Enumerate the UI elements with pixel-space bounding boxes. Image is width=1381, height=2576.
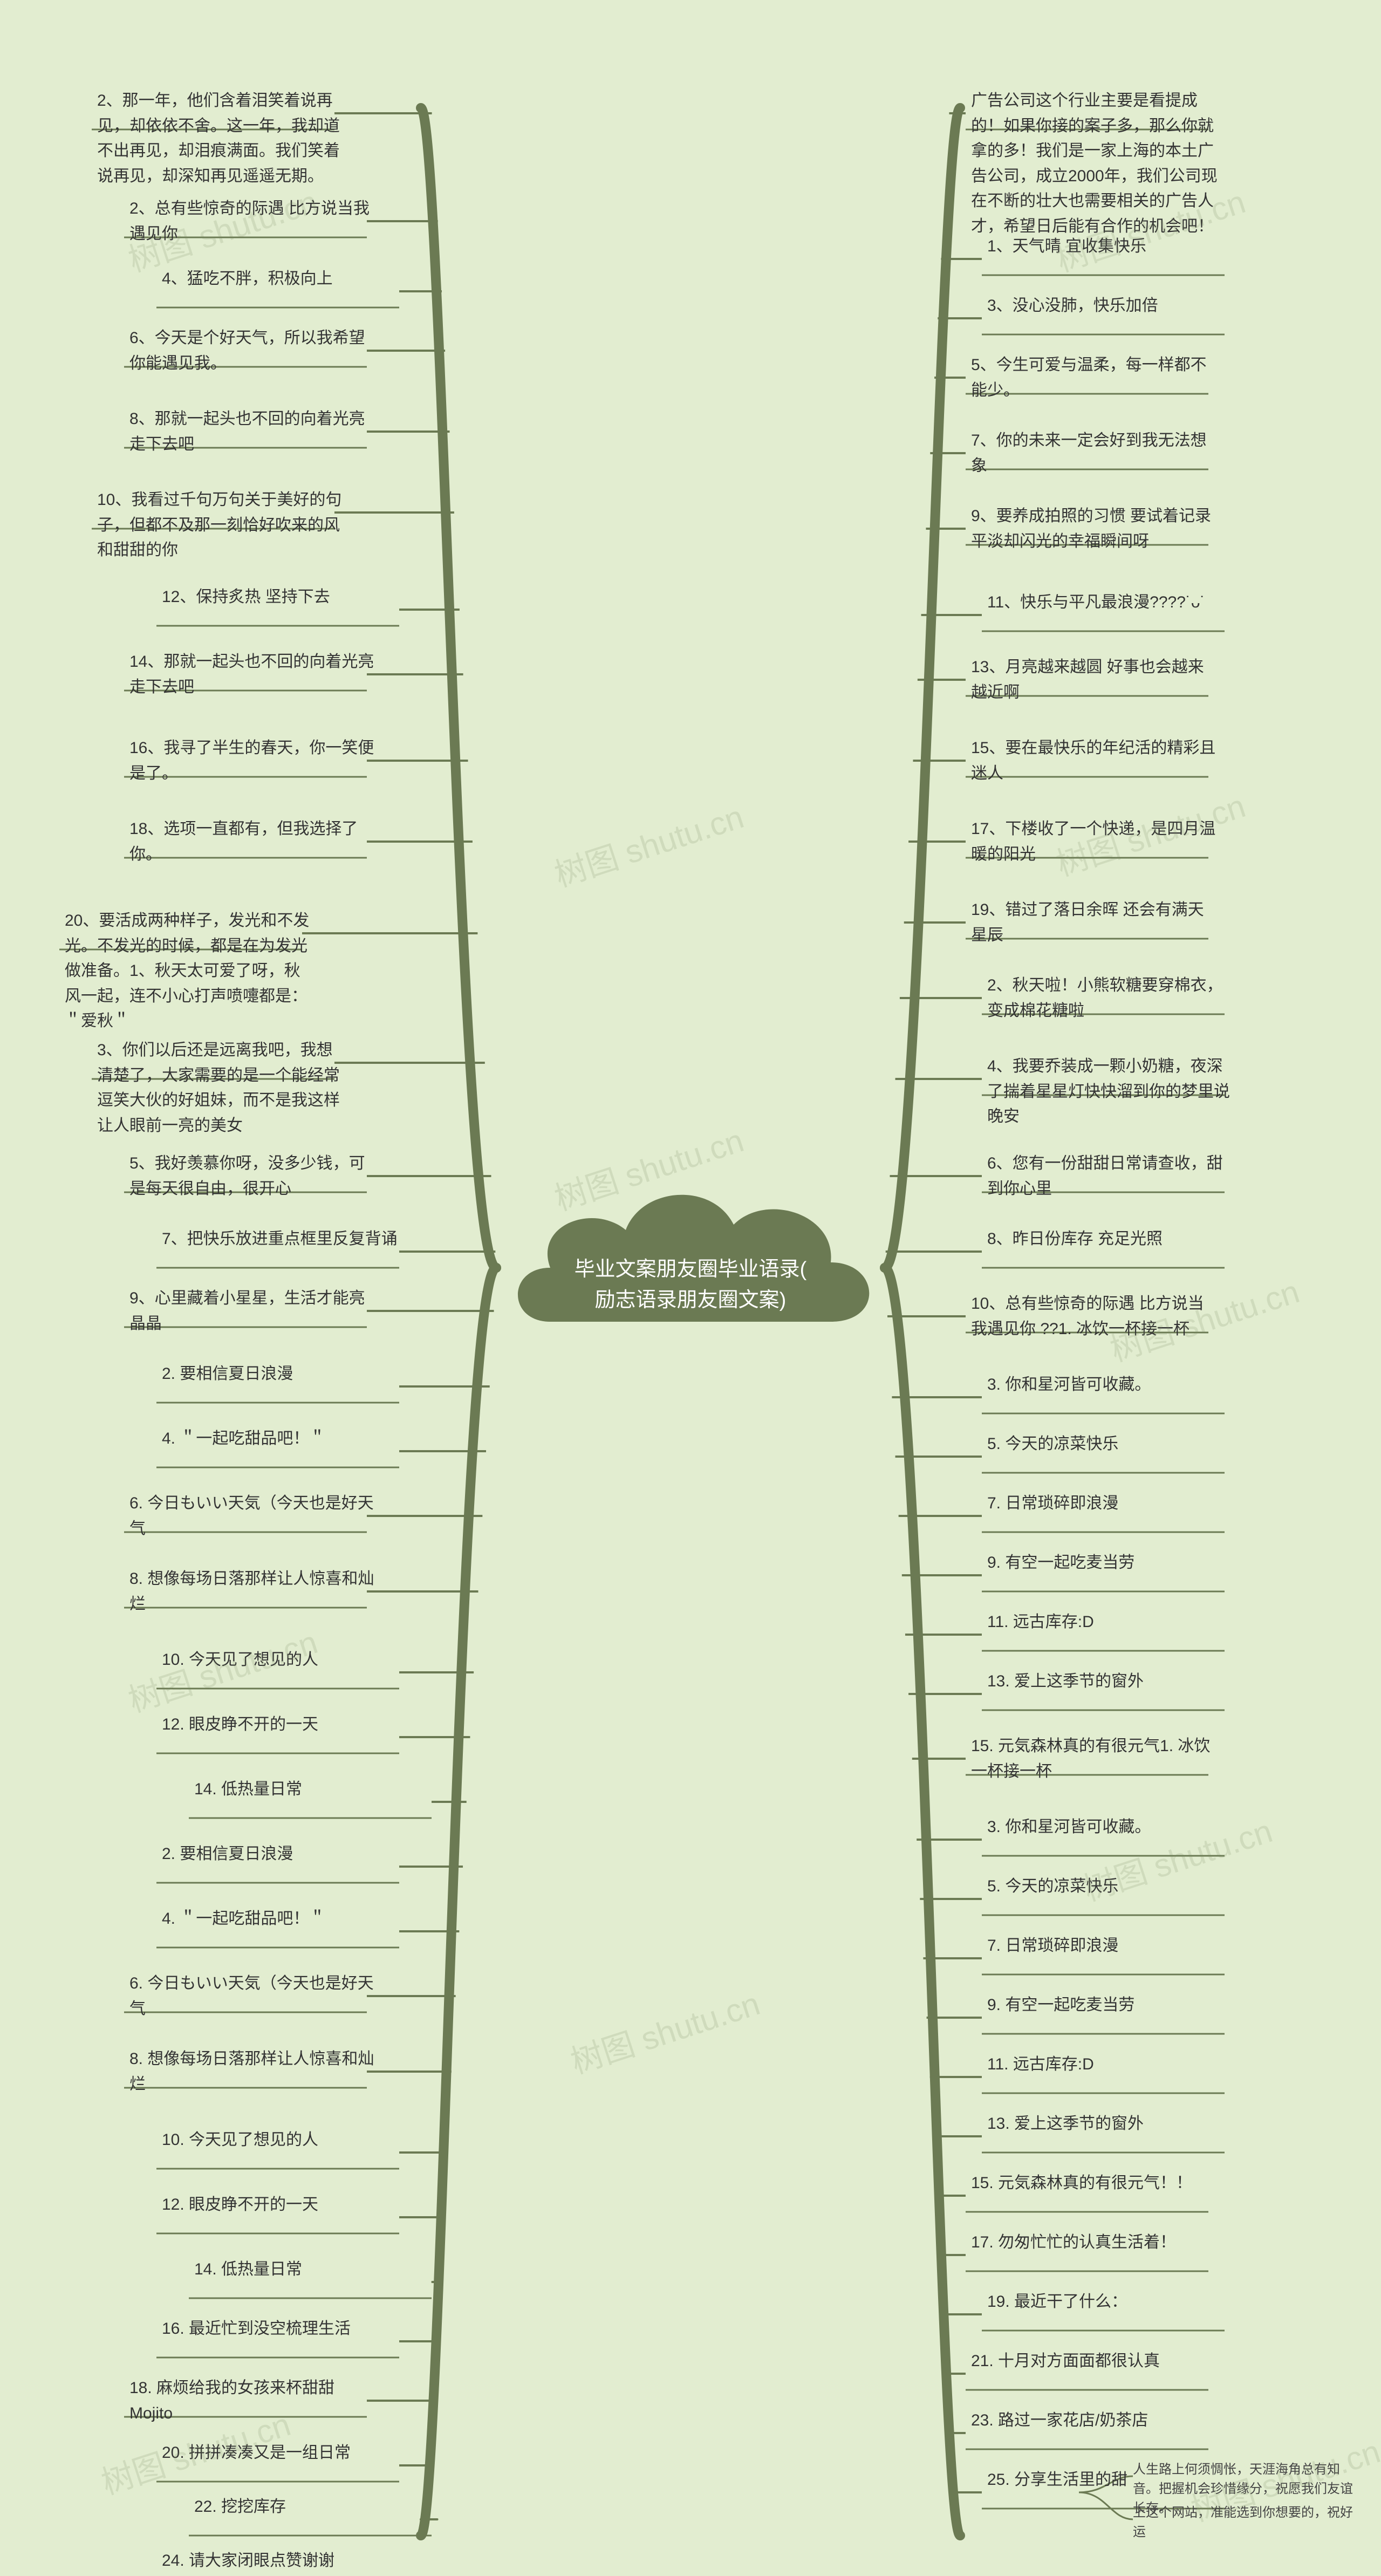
right-node: 9、要养成拍照的习惯 要试着记录平淡却闪光的幸福瞬间呀: [971, 502, 1219, 556]
right-node: 6、您有一份甜甜日常请查收，甜到你心里: [987, 1149, 1235, 1204]
left-node: 9、心里藏着小星星，生活才能亮晶晶: [129, 1284, 378, 1338]
left-node: 16. 最近忙到没空梳理生活: [162, 2314, 351, 2344]
right-node: 21. 十月对方面面都很认真: [971, 2347, 1160, 2376]
right-node: 3、没心没肺，快乐加倍: [987, 291, 1158, 321]
right-node: 11、快乐与平凡最浪漫????˙ᴗ˙: [987, 588, 1206, 618]
right-sub-node: 上这个网站，准能选到你想要的，祝好运: [1133, 2503, 1359, 2542]
right-node: 25. 分享生活里的甜: [987, 2465, 1127, 2495]
left-node: 4. ＂一起吃甜品吧！＂: [162, 1424, 325, 1454]
left-node: 2、那一年，他们含着泪笑着说再见，却依依不舍。这一年，我却道不出再见，却泪痕满面…: [97, 86, 345, 191]
left-node: 4、猛吃不胖，积极向上: [162, 264, 333, 294]
left-node: 12. 眼皮睁不开的一天: [162, 1710, 318, 1740]
right-node: 13. 爱上这季节的窗外: [987, 1667, 1144, 1697]
left-node: 20. 拼拼凑凑又是一组日常: [162, 2438, 351, 2468]
left-node: 12. 眼皮睁不开的一天: [162, 2190, 318, 2220]
center-title-line1: 毕业文案朋友圈毕业语录(: [575, 1258, 807, 1281]
left-node: 10. 今天见了想见的人: [162, 1645, 318, 1675]
left-node: 18. 麻烦给我的女孩来杯甜甜Mojito: [129, 2374, 378, 2428]
left-node: 14. 低热量日常: [194, 1775, 302, 1805]
left-node: 18、选项一直都有，但我选择了你。: [129, 815, 378, 869]
right-node: 7. 日常琐碎即浪漫: [987, 1931, 1118, 1961]
left-node: 14、那就一起头也不回的向着光亮走下去吧: [129, 647, 378, 702]
left-node: 5、我好羡慕你呀，没多少钱，可是每天很自由，很开心: [129, 1149, 378, 1204]
right-node: 17、下楼收了一个快递，是四月温暖的阳光: [971, 815, 1219, 869]
left-node: 20、要活成两种样子，发光和不发光。不发光的时候，都是在为发光做准备。1、秋天太…: [65, 906, 313, 1036]
left-node: 14. 低热量日常: [194, 2255, 302, 2285]
left-node: 3、你们以后还是远离我吧，我想清楚了，大家需要的是一个能经常逗笑大伙的好姐妹，而…: [97, 1036, 345, 1140]
right-node: 3. 你和星河皆可收藏。: [987, 1813, 1151, 1842]
right-node: 15. 元気森林真的有很元气！！: [971, 2169, 1192, 2198]
right-node: 4、我要乔装成一颗小奶糖，夜深了揣着星星灯快快溜到你的梦里说晚安: [987, 1052, 1235, 1132]
right-node: 9. 有空一起吃麦当劳: [987, 1991, 1134, 2020]
left-node: 4. ＂一起吃甜品吧！＂: [162, 1904, 325, 1934]
right-node: 11. 远古库存:D: [987, 2050, 1094, 2080]
left-node: 24. 请大家闭眼点赞谢谢: [162, 2546, 334, 2576]
left-node: 2. 要相信夏日浪漫: [162, 1840, 293, 1869]
left-node: 16、我寻了半生的春天，你一笑便是了。: [129, 734, 378, 788]
right-node: 1、天气晴 宜收集快乐: [987, 232, 1146, 262]
left-node: 2. 要相信夏日浪漫: [162, 1359, 293, 1389]
watermark: 树图 shutu.cn: [548, 791, 749, 896]
left-node: 2、总有些惊奇的际遇 比方说当我遇见你: [129, 194, 378, 249]
right-node: 7. 日常琐碎即浪漫: [987, 1489, 1118, 1519]
right-node: 7、你的未来一定会好到我无法想象: [971, 426, 1219, 481]
left-node: 6. 今日もいい天気（今天也是好天气: [129, 1969, 378, 2024]
left-node: 22. 挖挖库存: [194, 2492, 286, 2522]
center-node: 毕业文案朋友圈毕业语录( 励志语录朋友圈文案): [486, 1160, 895, 1376]
left-node: 8. 想像每场日落那样让人惊喜和灿烂: [129, 2045, 378, 2099]
right-node: 19. 最近干了什么：: [987, 2287, 1127, 2317]
right-node: 广告公司这个行业主要是看提成的！如果你接的案子多，那么你就拿的多！我们是一家上海…: [971, 86, 1219, 241]
center-title: 毕业文案朋友圈毕业语录( 励志语录朋友圈文案): [550, 1254, 831, 1316]
right-node: 10、总有些惊奇的际遇 比方说当我遇见你 ??1. 冰饮一杯接一杯: [971, 1289, 1219, 1344]
left-node: 6、今天是个好天气，所以我希望你能遇见我。: [129, 324, 378, 378]
right-node: 13. 爱上这季节的窗外: [987, 2109, 1144, 2139]
right-node: 5. 今天的凉菜快乐: [987, 1872, 1118, 1902]
right-node: 2、秋天啦！小熊软糖要穿棉衣，变成棉花糖啦: [987, 971, 1235, 1026]
left-node: 10、我看过千句万句关于美好的句子，但都不及那一刻恰好吹来的风和甜甜的你: [97, 486, 345, 565]
left-node: 8. 想像每场日落那样让人惊喜和灿烂: [129, 1564, 378, 1619]
center-title-line2: 励志语录朋友圈文案): [595, 1289, 787, 1311]
right-node: 3. 你和星河皆可收藏。: [987, 1370, 1151, 1400]
left-node: 12、保持炙热 坚持下去: [162, 583, 330, 612]
right-node: 11. 远古库存:D: [987, 1608, 1094, 1637]
mindmap-canvas: 毕业文案朋友圈毕业语录( 励志语录朋友圈文案) 2、那一年，他们含着泪笑着说再见…: [0, 0, 1381, 2559]
left-node: 6. 今日もいい天気（今天也是好天气: [129, 1489, 378, 1543]
right-node: 15. 元気森林真的有很元气1. 冰饮一杯接一杯: [971, 1732, 1219, 1786]
right-node: 5. 今天的凉菜快乐: [987, 1430, 1118, 1459]
right-node: 9. 有空一起吃麦当劳: [987, 1548, 1134, 1578]
left-node: 7、把快乐放进重点框里反复背诵: [162, 1225, 398, 1254]
right-node: 17. 勿匆忙忙的认真生活着！: [971, 2228, 1176, 2258]
left-node: 8、那就一起头也不回的向着光亮走下去吧: [129, 405, 378, 459]
right-node: 5、今生可爱与温柔，每一样都不能少。: [971, 351, 1219, 405]
right-node: 23. 路过一家花店/奶茶店: [971, 2406, 1148, 2436]
right-node: 8、昨日份库存 充足光照: [987, 1225, 1163, 1254]
right-node: 19、错过了落日余晖 还会有满天星辰: [971, 896, 1219, 950]
left-node: 10. 今天见了想见的人: [162, 2126, 318, 2155]
right-node: 15、要在最快乐的年纪活的精彩且迷人: [971, 734, 1219, 788]
right-node: 13、月亮越来越圆 好事也会越来越近啊: [971, 653, 1219, 707]
watermark: 树图 shutu.cn: [564, 1978, 765, 2083]
